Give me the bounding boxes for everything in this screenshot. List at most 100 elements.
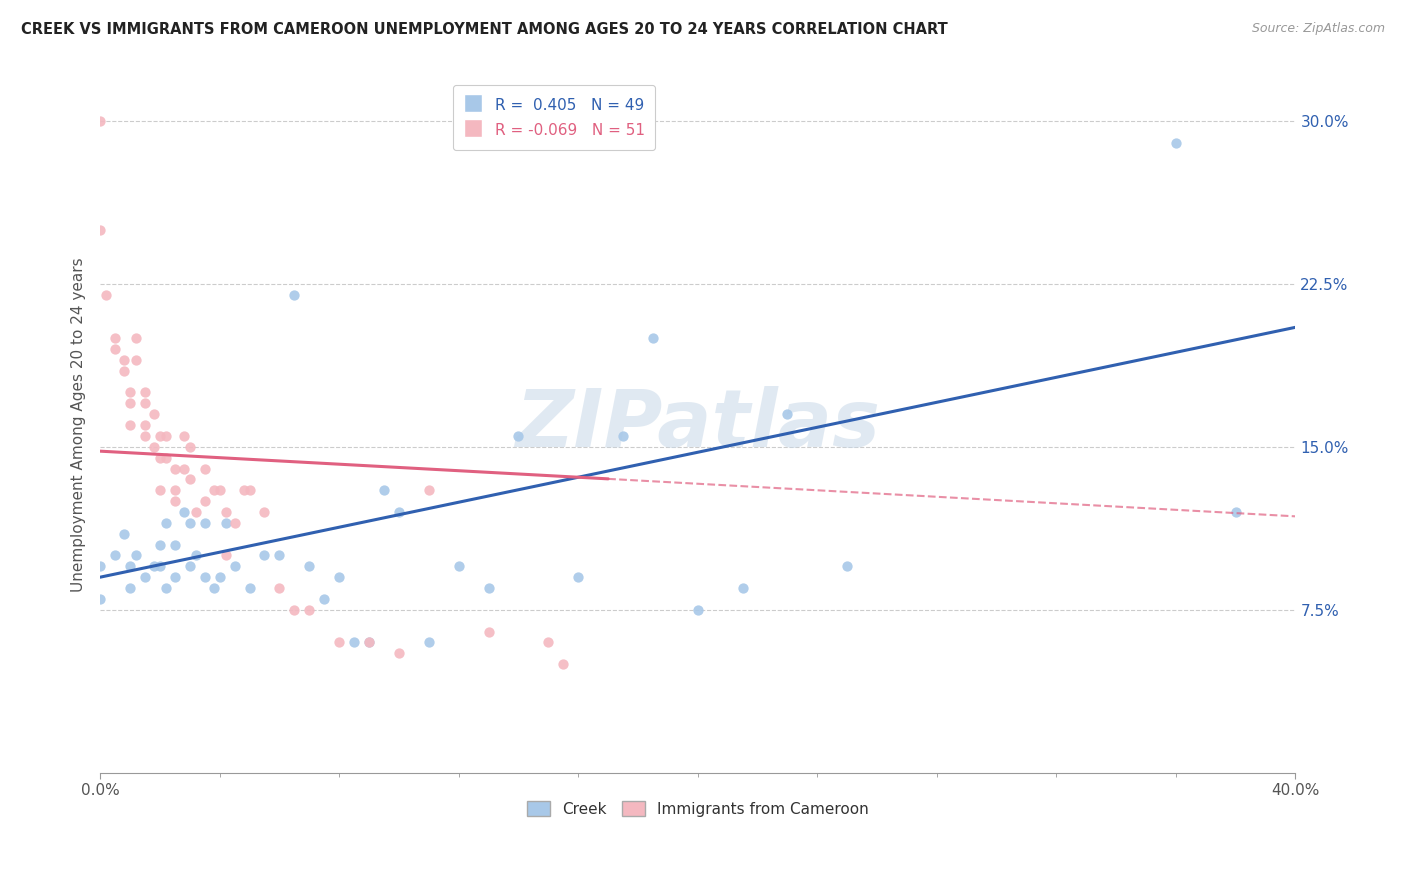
Point (283, 287, 305, 301)
Point (208, 483, 231, 498)
Point (232, 483, 254, 498)
Point (125, 549, 148, 563)
Point (253, 549, 276, 563)
Point (155, 429, 177, 443)
Point (118, 581, 141, 595)
Point (214, 549, 236, 563)
Point (149, 450, 172, 465)
Point (163, 570, 186, 584)
Point (142, 559, 165, 574)
Point (179, 472, 201, 486)
Point (173, 429, 195, 443)
Point (537, 635, 560, 649)
Point (149, 538, 172, 552)
Point (179, 440, 201, 454)
Point (194, 461, 217, 475)
Point (343, 635, 366, 649)
Point (837, 559, 859, 574)
Point (214, 505, 236, 519)
Point (134, 570, 156, 584)
Point (202, 483, 225, 498)
Point (163, 461, 186, 475)
Point (478, 624, 501, 639)
Point (298, 559, 321, 574)
Point (118, 418, 141, 433)
Legend: Creek, Immigrants from Cameroon: Creek, Immigrants from Cameroon (519, 793, 876, 824)
Point (142, 407, 165, 421)
Point (612, 429, 634, 443)
Point (118, 385, 141, 400)
Point (155, 450, 177, 465)
Point (194, 516, 217, 530)
Point (686, 603, 709, 617)
Point (269, 549, 291, 563)
Point (328, 570, 350, 584)
Point (328, 635, 350, 649)
Point (173, 505, 195, 519)
Point (155, 516, 177, 530)
Point (184, 549, 207, 563)
Point (179, 559, 201, 574)
Point (134, 396, 156, 410)
Point (641, 331, 664, 345)
Point (359, 635, 381, 649)
Point (112, 364, 135, 378)
Point (731, 581, 754, 595)
Point (134, 429, 156, 443)
Point (89, 114, 111, 128)
Point (118, 559, 141, 574)
Point (179, 516, 201, 530)
Point (149, 429, 172, 443)
Point (238, 581, 260, 595)
Point (283, 603, 305, 617)
Point (208, 570, 231, 584)
Point (238, 483, 260, 498)
Point (224, 516, 246, 530)
Point (142, 440, 165, 454)
Point (1164, 136, 1187, 150)
Point (418, 483, 440, 498)
Text: ZIPatlas: ZIPatlas (515, 386, 880, 464)
Point (388, 505, 411, 519)
Point (173, 461, 195, 475)
Point (1225, 505, 1247, 519)
Point (155, 581, 177, 595)
Point (202, 581, 225, 595)
Point (104, 342, 127, 356)
Point (298, 603, 321, 617)
Text: Source: ZipAtlas.com: Source: ZipAtlas.com (1251, 22, 1385, 36)
Point (89, 559, 111, 574)
Y-axis label: Unemployment Among Ages 20 to 24 years: Unemployment Among Ages 20 to 24 years (72, 258, 86, 592)
Point (118, 396, 141, 410)
Point (224, 559, 246, 574)
Point (776, 407, 799, 421)
Point (447, 559, 470, 574)
Point (194, 570, 217, 584)
Point (359, 635, 381, 649)
Point (253, 505, 276, 519)
Point (134, 385, 156, 400)
Point (163, 483, 186, 498)
Point (478, 581, 501, 595)
Point (553, 657, 575, 672)
Point (194, 494, 217, 508)
Point (314, 591, 336, 606)
Point (269, 581, 291, 595)
Point (125, 331, 148, 345)
Point (89, 591, 111, 606)
Point (104, 549, 127, 563)
Point (567, 570, 589, 584)
Point (125, 352, 148, 367)
Point (163, 538, 186, 552)
Point (184, 505, 207, 519)
Point (149, 559, 172, 574)
Point (373, 483, 395, 498)
Point (149, 483, 172, 498)
Point (214, 516, 236, 530)
Point (388, 646, 411, 660)
Point (134, 418, 156, 433)
Point (112, 526, 135, 541)
Point (104, 331, 127, 345)
Point (418, 635, 440, 649)
Point (89, 222, 111, 236)
